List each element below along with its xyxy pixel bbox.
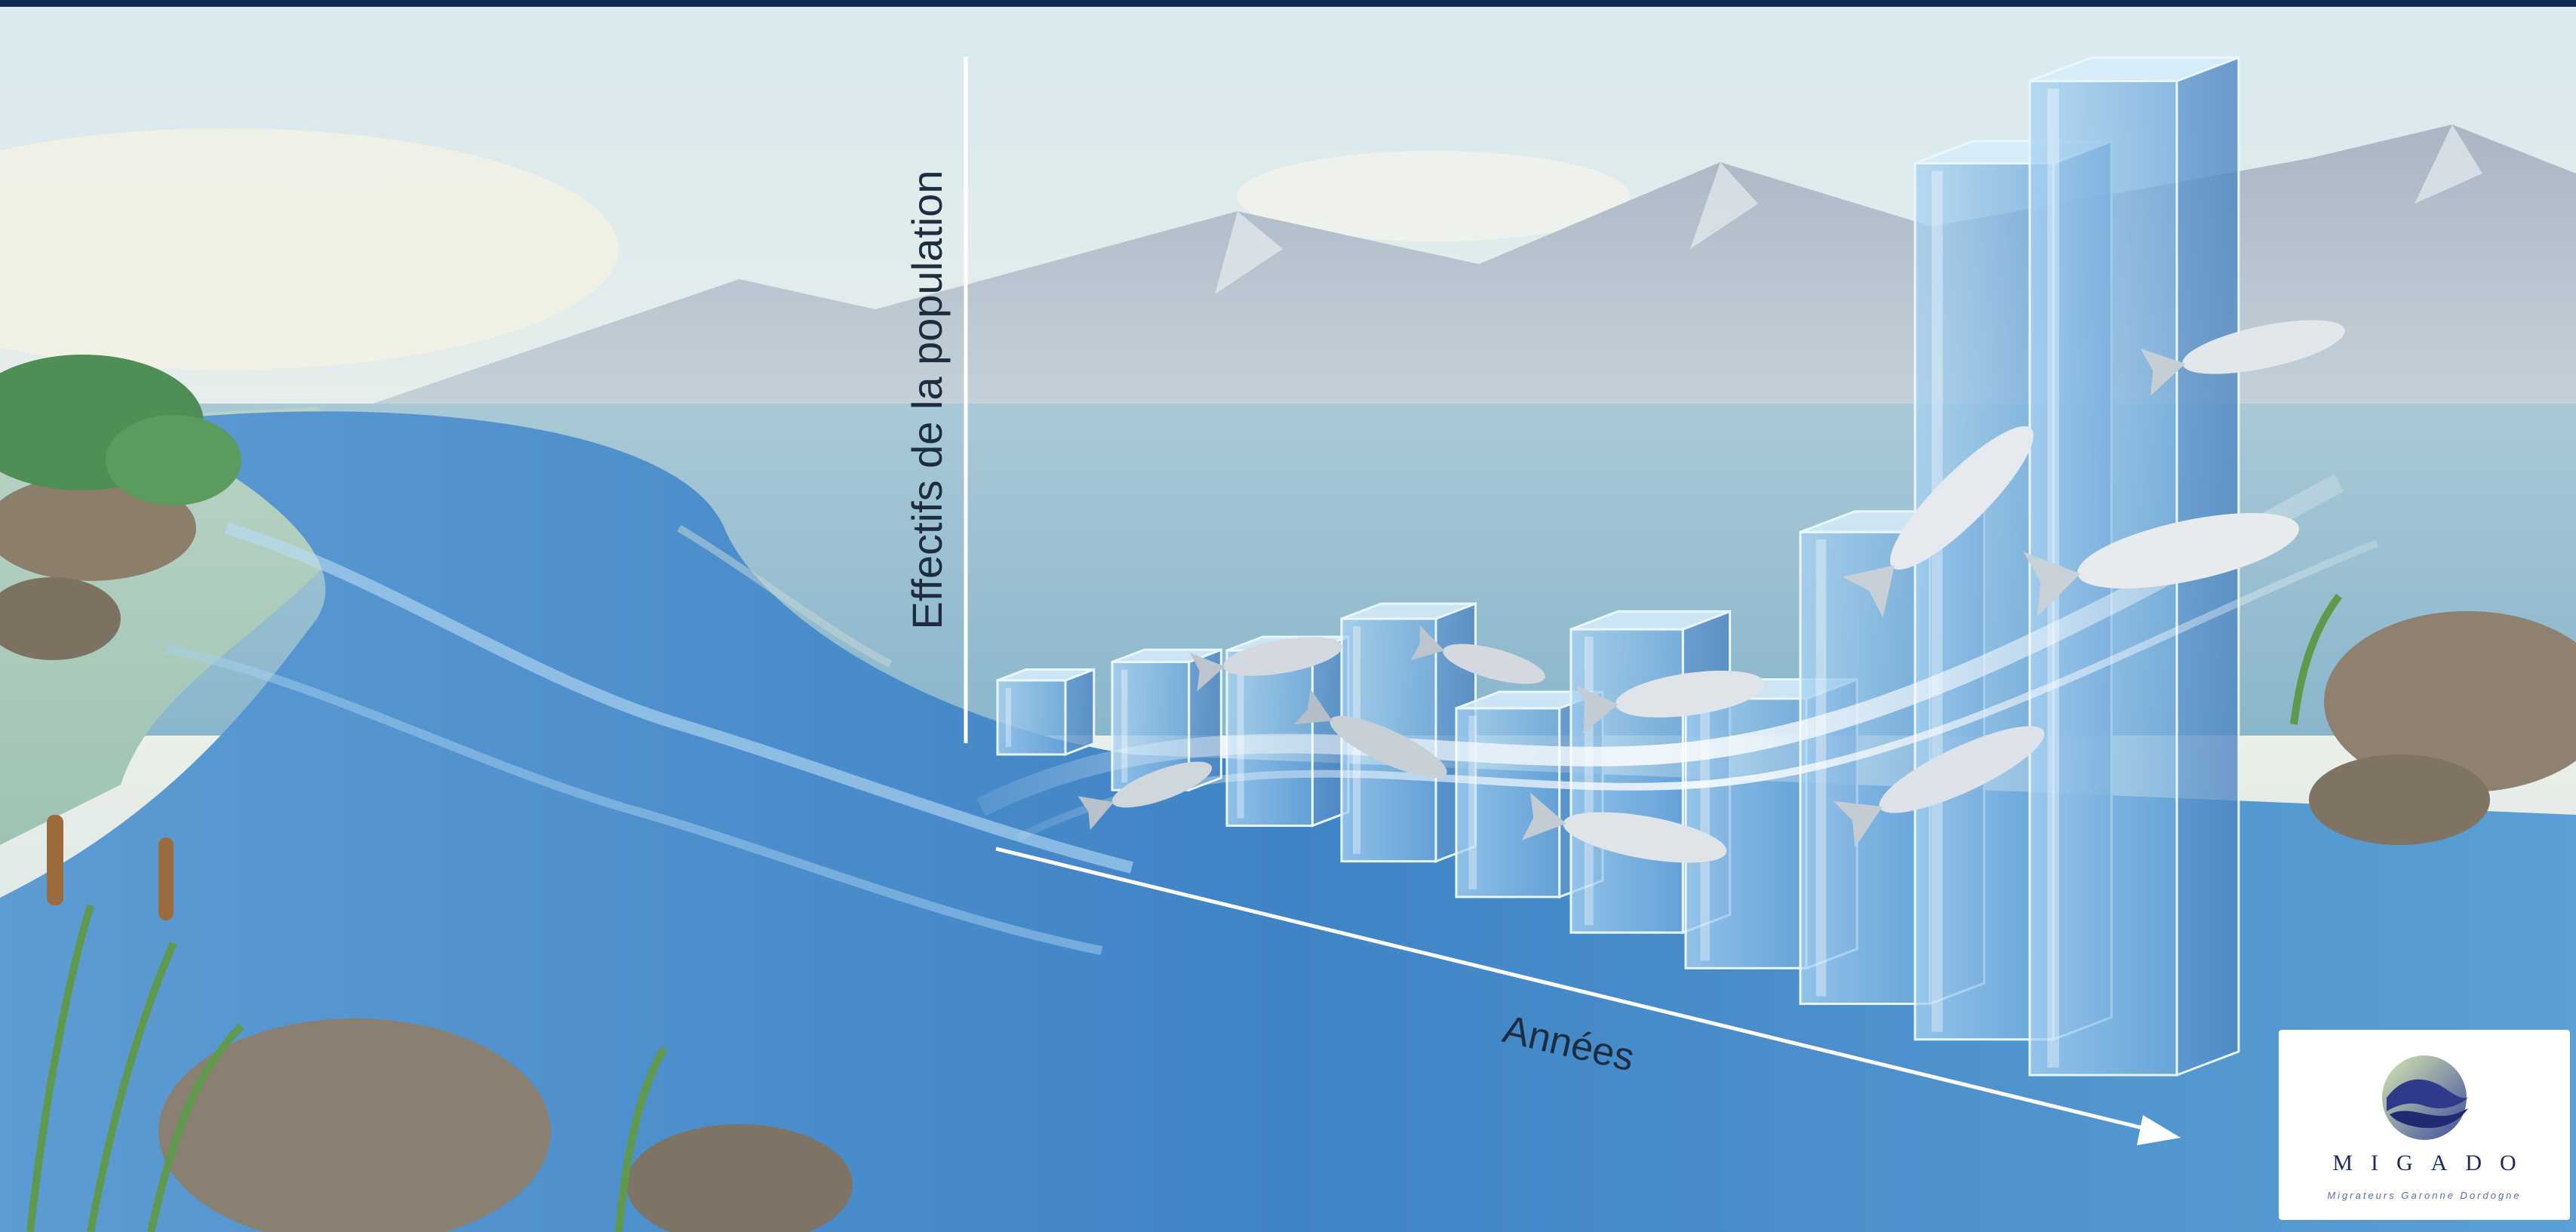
- x-axis-arrowhead: [2137, 1115, 2181, 1145]
- salmon-icon: [1575, 670, 1766, 734]
- brand-name: MIGADO: [2332, 1151, 2535, 1175]
- salmon-icon: [1293, 689, 1447, 779]
- x-axis-line: [995, 846, 2159, 1134]
- y-axis-label: Effectifs de la population: [903, 170, 951, 629]
- fish-group: [1077, 320, 2345, 863]
- bar: [996, 668, 1096, 757]
- brand-tagline: Migrateurs Garonne Dordogne: [2327, 1190, 2522, 1201]
- salmon-icon: [1190, 637, 1342, 692]
- salmon-icon: [2140, 320, 2345, 396]
- salmon-icon: [1410, 625, 1545, 684]
- salmon-icon: [1521, 792, 1727, 863]
- migado-logo: MIGADO Migrateurs Garonne Dordogne: [2279, 1030, 2570, 1220]
- salmon-icon: [1833, 726, 2045, 848]
- top-border: [0, 0, 2576, 7]
- salmon-icon: [1842, 426, 2034, 618]
- stream: [976, 474, 2378, 841]
- salmon-icon: [2023, 512, 2299, 617]
- salmon-logo-icon: [2382, 1055, 2468, 1140]
- salmon-icon: [1077, 761, 1213, 831]
